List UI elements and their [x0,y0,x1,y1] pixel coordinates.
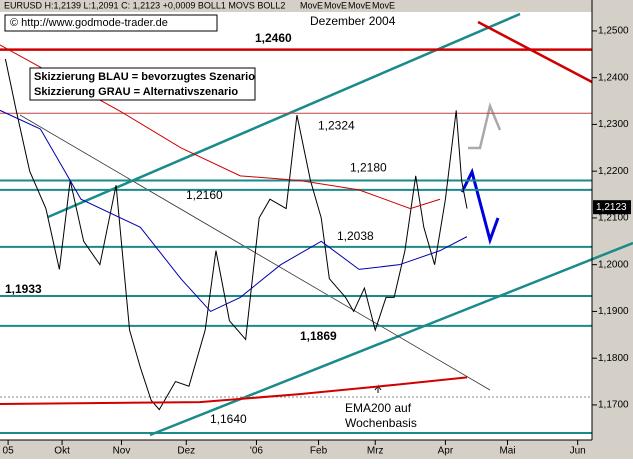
plot [0,12,633,437]
annotation: EMA200 auf [345,401,412,415]
y-tick-label: 1,2100 [598,213,629,224]
last-price-label: 1,2123 [596,202,627,213]
indicator: MovE [300,0,323,10]
header: EURUSD H:1,2139 L:1,2091 C: 1,2123 +0,00… [4,0,285,10]
trend-channel [47,12,521,219]
level-label: 1,2160 [186,188,223,202]
level-label: 1,2324 [318,118,355,132]
price-line [4,58,468,411]
x-axis-panel [0,440,633,459]
indicator: MovE [348,0,371,10]
y-tick-label: 1,2400 [598,72,629,83]
price-line [0,376,468,405]
y-tick-label: 1,2500 [598,26,629,37]
annotation: Wochenbasis [345,416,417,430]
indicator: MovE [324,0,347,10]
level-label: 1,1640 [210,412,247,426]
indicator: MovE [372,0,395,10]
x-tick-label: 05 [3,446,15,457]
scenario-gray [468,101,502,150]
x-tick-label: Dez [177,446,195,457]
y-tick-label: 1,1800 [598,353,629,364]
x-tick-label: Mrz [367,446,384,457]
y-tick-label: 1,2000 [598,259,629,270]
trend-channel [149,241,633,437]
y-tick-label: 1,1700 [598,400,629,411]
y-tick-label: 1,1900 [598,306,629,317]
annotation: Dezember 2004 [310,14,396,28]
annotation: Skizzierung BLAU = bevorzugtes Szenario [34,71,255,83]
x-tick-label: Apr [438,446,454,457]
scenario-blue [460,167,500,246]
level-label: 1,2038 [337,229,374,243]
y-axis-panel [592,0,633,459]
price-line [0,109,468,313]
x-tick-label: Mai [499,446,515,457]
legend-box [29,67,256,101]
y-tick-label: 1,2200 [598,166,629,177]
x-tick-label: '06 [250,446,263,457]
level-label: 1,1869 [300,329,337,343]
trend-line [477,20,593,84]
level-label: 1,2460 [255,31,292,45]
x-tick-label: Feb [310,446,328,457]
x-tick-label: Nov [113,446,131,457]
level-label: 1,1933 [5,282,42,296]
copyright-box [4,14,218,32]
annotation: Skizzierung GRAU = Alternativszenario [34,86,238,98]
x-tick-label: Okt [54,446,70,457]
y-tick-label: 1,2300 [598,119,629,130]
x-tick-label: Jun [570,446,586,457]
level-label: 1,2180 [350,161,387,175]
last-price-box [593,200,631,215]
header-bar [0,0,592,12]
copyright: © http://www.godmode-trader.de [10,17,168,29]
